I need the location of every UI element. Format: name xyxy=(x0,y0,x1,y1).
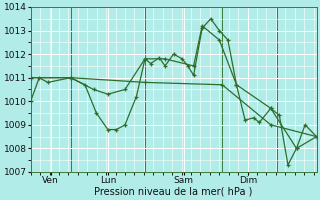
X-axis label: Pression niveau de la mer( hPa ): Pression niveau de la mer( hPa ) xyxy=(94,187,253,197)
